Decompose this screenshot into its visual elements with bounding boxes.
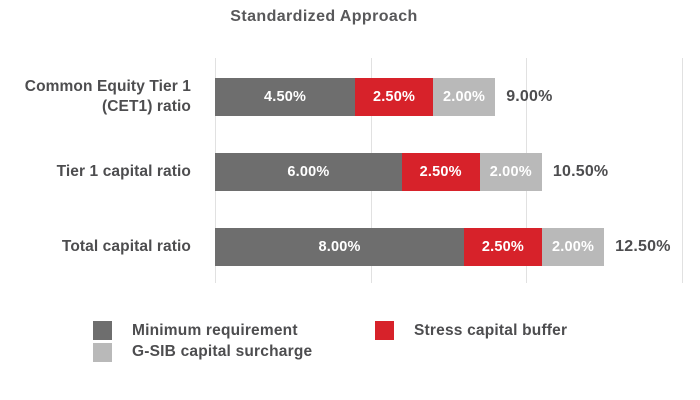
gridline-15pct [682,58,683,283]
legend-column-right: Stress capital buffer [375,320,567,342]
legend-label-gsib-capital-surcharge: G-SIB capital surcharge [132,343,313,361]
legend-item-gsib-capital-surcharge: G-SIB capital surcharge [93,342,312,364]
legend-label-minimum-requirement: Minimum requirement [132,321,298,339]
category-label-common-equity-tier-1-cet1-ratio: Common Equity Tier 1 (CET1) ratio [24,78,191,115]
legend-swatch-minimum-requirement [93,321,112,341]
legend-item-stress-capital-buffer: Stress capital buffer [375,320,567,342]
total-label-tier-1-capital-ratio: 10.50% [552,163,609,180]
legend-swatch-stress-capital-buffer [375,321,394,341]
bar-segment-g-sib-capital-surcharge: 2.00% [541,228,605,266]
chart-title: Standardized Approach [230,8,418,25]
legend-item-minimum-requirement: Minimum requirement [93,320,312,342]
bar-segment-stress-capital-buffer: 2.50% [401,153,480,191]
plot-area: Common Equity Tier 1 (CET1) ratio 4.50% 2.… [0,58,700,283]
category-label-tier-1-capital-ratio: Tier 1 capital ratio [56,163,191,180]
bar-segment-minimum-requirement: 8.00% [215,228,465,266]
bar-segment-minimum-requirement: 6.00% [215,153,402,191]
category-label-total-capital-ratio: Total capital ratio [61,238,191,255]
total-label-total-capital-ratio: 12.50% [615,238,671,255]
legend-column-left: Minimum requirement G-SIB capital surcha… [93,320,312,363]
bar-segment-stress-capital-buffer: 2.50% [464,228,542,266]
bar-segment-minimum-requirement: 4.50% [215,78,356,116]
legend-swatch-gsib-capital-surcharge [93,342,112,362]
total-label-common-equity-tier-1-cet1-ratio: 9.00% [506,88,553,105]
legend-label-stress-capital-buffer: Stress capital buffer [414,321,568,339]
bar-segment-stress-capital-buffer: 2.50% [355,78,433,116]
bar-segment-g-sib-capital-surcharge: 2.00% [432,78,496,116]
bar-segment-g-sib-capital-surcharge: 2.00% [479,153,542,191]
